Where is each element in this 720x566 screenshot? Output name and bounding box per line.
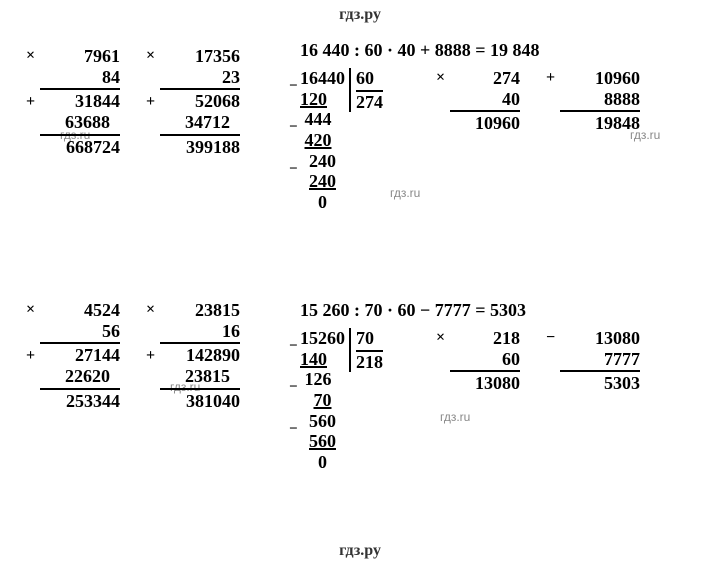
brand-footer: гдз.ру [0,542,720,560]
expression-2: 15 260 : 70 · 60 − 7777 = 5303 [300,300,526,321]
add-10960-8888: +10960 8888 19848 [560,68,640,134]
expression-1: 16 440 : 60 · 40 + 8888 = 19 848 [300,40,540,61]
mult-7961x84: ×7961 84 +31844 63688 668724 [40,46,120,157]
watermark: гдз.ru [440,410,470,424]
mult-23815x16: ×23815 16 +142890 23815 381040 [160,300,240,411]
sub-13080-7777: −13080 7777 5303 [560,328,640,394]
longdiv-16440-60: −16440 120 − 444 420 − 240 240 0 60 274 [300,68,383,213]
mult-4524x56: ×4524 56 +27144 22620 253344 [40,300,120,411]
watermark: гдз.ru [390,186,420,200]
longdiv-15260-70: −15260 140 − 126 70 − 560 560 0 70 218 [300,328,383,473]
mult-218x60: ×218 60 13080 [450,328,520,394]
brand-header: гдз.ру [0,6,720,24]
mult-17356x23: ×17356 23 +52068 34712 399188 [160,46,240,157]
mult-274x40: ×274 40 10960 [450,68,520,134]
